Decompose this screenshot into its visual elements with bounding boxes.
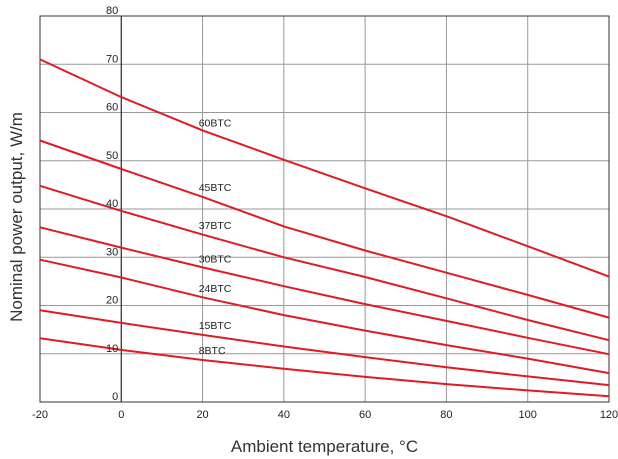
x-tick-label: -20 xyxy=(32,409,48,421)
y-tick-label: 70 xyxy=(106,53,118,65)
series-line-37btc xyxy=(39,184,610,342)
series-lines xyxy=(39,58,610,398)
x-tick-label: 120 xyxy=(600,409,618,421)
plot-frame xyxy=(39,15,610,403)
series-label-15btc: 15BTC xyxy=(199,320,232,332)
series-line-45btc xyxy=(39,139,610,319)
y-axis-title: Nominal power output, W/m xyxy=(7,112,26,322)
y-tick-label: 10 xyxy=(106,343,118,355)
series-label-45btc: 45BTC xyxy=(199,182,232,194)
series-line-60btc xyxy=(39,58,610,278)
y-tick-label: 0 xyxy=(112,391,118,403)
series-label-30btc: 30BTC xyxy=(199,253,232,265)
series-labels: 60BTC 45BTC 37BTC 30BTC 24BTC 15BTC 8BTC xyxy=(199,117,232,357)
series-label-60btc: 60BTC xyxy=(199,117,232,129)
x-tick-label: 20 xyxy=(196,409,208,421)
series-label-24btc: 24BTC xyxy=(199,283,232,295)
series-label-8btc: 8BTC xyxy=(199,345,226,357)
tick-labels: -20 0 20 40 60 80 100 120 0 10 20 30 40 50 60 70 80 xyxy=(32,5,618,421)
y-tick-label: 50 xyxy=(106,150,118,162)
x-tick-label: 40 xyxy=(278,409,290,421)
series-line-30btc xyxy=(39,226,610,356)
x-tick-label: 80 xyxy=(440,409,452,421)
grid xyxy=(39,15,610,403)
y-tick-label: 20 xyxy=(106,295,118,307)
y-tick-label: 40 xyxy=(106,198,118,210)
x-tick-label: 100 xyxy=(519,409,537,421)
series-line-24btc xyxy=(39,258,610,375)
y-tick-label: 80 xyxy=(106,5,118,17)
x-tick-label: 0 xyxy=(118,409,124,421)
y-tick-label: 60 xyxy=(106,102,118,114)
x-tick-label: 60 xyxy=(359,409,371,421)
x-axis-title: Ambient temperature, °C xyxy=(231,437,418,456)
series-line-15btc xyxy=(39,309,610,387)
axes xyxy=(39,15,610,403)
y-tick-label: 30 xyxy=(106,246,118,258)
series-line-8btc xyxy=(39,337,610,398)
series-label-37btc: 37BTC xyxy=(199,220,232,232)
